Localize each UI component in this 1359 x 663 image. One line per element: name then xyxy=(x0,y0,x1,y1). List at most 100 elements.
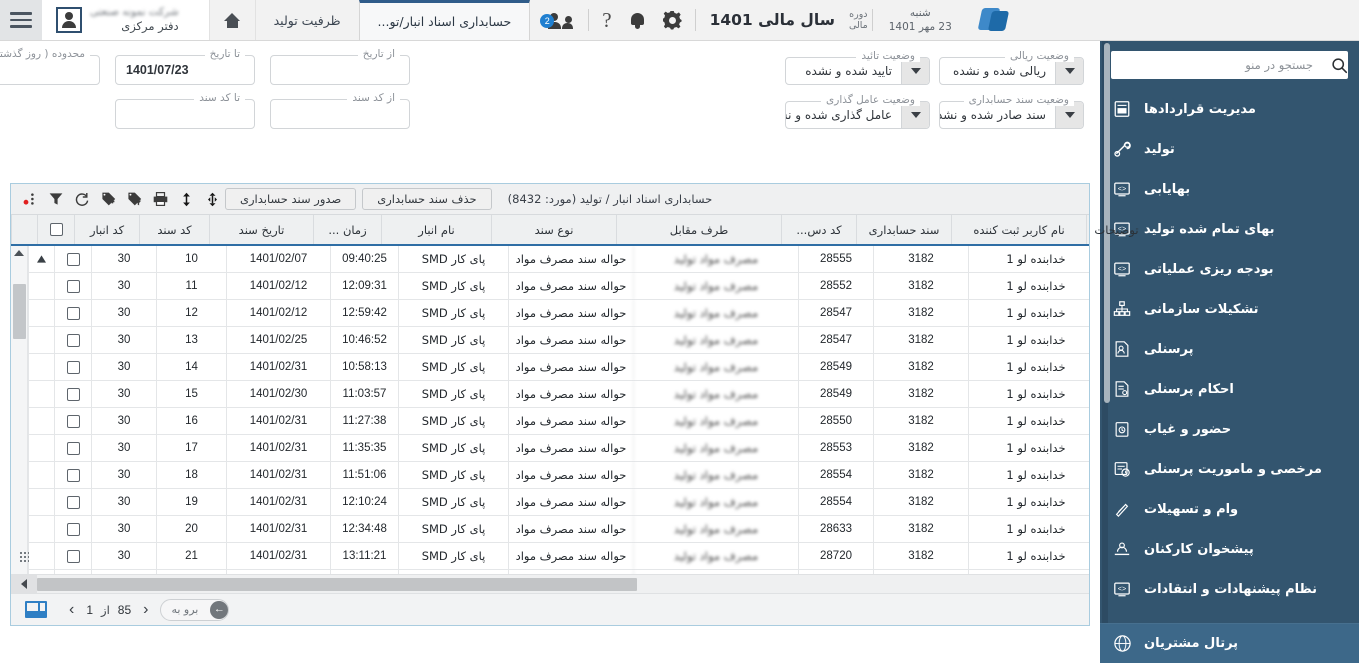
sidebar-item-suggestions[interactable]: <> نظام پیشنهادات و انتقادات xyxy=(1100,569,1359,609)
grid-header-taraf-moghabel[interactable]: طرف مقابل xyxy=(616,215,781,244)
grid-header-kod-das[interactable]: کد دس... xyxy=(781,215,856,244)
table-row[interactable]: 30 10 1401/02/07 09:40:25 پای کار SMD حواله س… xyxy=(28,246,1089,273)
row-select-checkbox-cell[interactable] xyxy=(54,300,91,326)
sidebar-search[interactable] xyxy=(1111,51,1348,79)
goto-page-control[interactable]: برو به ← xyxy=(160,598,230,621)
filter-doccode-to[interactable]: تا کد سند xyxy=(115,92,255,129)
row-select-checkbox[interactable] xyxy=(66,387,80,401)
row-select-checkbox-cell[interactable] xyxy=(54,273,91,299)
filter-accounting-doc-status[interactable]: وضعیت سند حسابداری سند صادر شده و نشده xyxy=(939,94,1084,129)
grid-header-nam-anbar[interactable]: نام انبار xyxy=(381,215,491,244)
home-tab[interactable] xyxy=(208,0,255,40)
bell-icon[interactable] xyxy=(621,12,654,29)
goto-button[interactable]: ← xyxy=(210,600,229,619)
row-select-checkbox-cell[interactable] xyxy=(54,381,91,407)
table-row[interactable]: 30 20 1401/02/31 12:34:48 پای کار SMD حواله س… xyxy=(28,516,1089,543)
grid-horizontal-scrollbar-thumb[interactable] xyxy=(37,577,637,591)
grid-horizontal-scrollbar[interactable] xyxy=(11,574,1089,594)
filter-doccode-from[interactable]: از کد سند xyxy=(270,92,410,129)
row-select-checkbox[interactable] xyxy=(66,333,80,347)
sidebar-item-loans[interactable]: وام و تسهیلات xyxy=(1100,489,1359,529)
sidebar-item-contracts[interactable]: مدیریت قراردادها xyxy=(1100,89,1359,129)
row-select-checkbox-cell[interactable] xyxy=(54,327,91,353)
user-account-area[interactable]: شرکت نمونه صنعتی دفتر مرکزی xyxy=(42,0,189,40)
grid-header-tozihat[interactable]: توضیحات xyxy=(1086,215,1146,244)
sidebar-item-employee-desk[interactable]: پیشخوان کارکنان xyxy=(1100,529,1359,569)
filter-approval-status[interactable]: وضعیت تائید تایید شده و نشده xyxy=(785,50,930,85)
sidebar-item-personnel-decrees[interactable]: احکام پرسنلی xyxy=(1100,369,1359,409)
sidebar-item-product-cost[interactable]: <> بهای تمام شده تولید xyxy=(1100,209,1359,249)
table-row[interactable]: 30 18 1401/02/31 11:51:06 پای کار SMD حواله س… xyxy=(28,462,1089,489)
sidebar-scrollbar-thumb[interactable] xyxy=(1104,43,1110,403)
filter-range-days[interactable]: محدوده ( روز گذشته ) xyxy=(0,48,100,85)
filter-funnel-icon[interactable] xyxy=(43,186,69,212)
sidebar-item-customer-portal[interactable]: پرتال مشتریان xyxy=(1100,623,1359,663)
chevron-down-icon[interactable] xyxy=(1055,102,1083,128)
refresh-icon[interactable] xyxy=(69,186,95,212)
row-select-checkbox-cell[interactable] xyxy=(54,354,91,380)
row-select-checkbox-cell[interactable] xyxy=(54,516,91,542)
filter-rial-status[interactable]: وضعیت ریالی ریالی شده و نشده xyxy=(939,50,1084,85)
app-logo[interactable] xyxy=(964,8,1020,32)
row-select-checkbox[interactable] xyxy=(66,549,80,563)
issue-accounting-doc-button[interactable]: صدور سند حسابداری xyxy=(225,188,357,210)
row-select-checkbox[interactable] xyxy=(66,279,80,293)
row-select-checkbox[interactable] xyxy=(66,414,80,428)
row-select-checkbox-cell[interactable] xyxy=(19,543,91,569)
sidebar-item-costing[interactable]: <> بهایابی xyxy=(1100,169,1359,209)
table-row[interactable]: 30 11 1401/02/12 12:09:31 پای کار SMD حواله س… xyxy=(28,273,1089,300)
grid-header-sanad-hesabdari[interactable]: سند حسابداری xyxy=(856,215,951,244)
sidebar-item-personnel[interactable]: پرسنلی xyxy=(1100,329,1359,369)
filter-date-to[interactable]: تا تاریخ 1401/07/23 xyxy=(115,48,255,85)
grid-header-nam-karbar[interactable]: نام کاربر ثبت کننده xyxy=(951,215,1086,244)
grid-header-zaman[interactable]: زمان ... xyxy=(313,215,381,244)
table-row[interactable]: 30 15 1401/02/30 11:03:57 پای کار SMD حواله س… xyxy=(28,381,1089,408)
tab-warehouse-accounting[interactable]: حسابداری اسناد انبار/تو... xyxy=(358,0,531,40)
sidebar-scrollbar-track[interactable] xyxy=(1102,41,1110,623)
filter-date-to-value[interactable]: 1401/07/23 xyxy=(126,63,189,77)
row-select-checkbox[interactable] xyxy=(66,360,80,374)
row-select-checkbox-cell[interactable] xyxy=(54,408,91,434)
row-select-checkbox[interactable] xyxy=(66,306,80,320)
chevron-down-icon[interactable] xyxy=(901,58,929,84)
grid-header-kod-anbar[interactable]: کد انبار xyxy=(74,215,139,244)
row-select-checkbox-cell[interactable] xyxy=(54,435,91,461)
scroll-up-arrow-icon[interactable] xyxy=(14,250,24,256)
filter-factor-status[interactable]: وضعیت عامل گذاری عامل گذاری شده و نشده xyxy=(785,94,930,129)
row-select-checkbox[interactable] xyxy=(66,441,80,455)
sidebar-item-attendance[interactable]: حضور و غیاب xyxy=(1100,409,1359,449)
next-page-button[interactable]: › xyxy=(69,600,75,618)
row-select-checkbox[interactable] xyxy=(66,468,80,482)
grid-header-noe-sanad[interactable]: نوع سند xyxy=(491,215,616,244)
delete-accounting-doc-button[interactable]: حذف سند حسابداری xyxy=(362,188,492,210)
tag-filter-icon[interactable] xyxy=(121,186,147,212)
grid-header-tarikh-sanad[interactable]: تاریخ سند xyxy=(209,215,313,244)
row-select-checkbox[interactable] xyxy=(66,252,80,266)
sidebar-item-leave-mission[interactable]: مرخصی و ماموریت پرسنلی xyxy=(1100,449,1359,489)
grid-vertical-scrollbar[interactable] xyxy=(11,246,28,594)
sidebar-item-org-structure[interactable]: تشکیلات سازمانی xyxy=(1100,289,1359,329)
sidebar-item-budget[interactable]: <> بودجه ریزی عملیاتی xyxy=(1100,249,1359,289)
row-select-checkbox[interactable] xyxy=(66,495,80,509)
row-select-checkbox-cell[interactable] xyxy=(54,489,91,515)
scroll-left-arrow-icon[interactable] xyxy=(11,574,37,594)
people-icon[interactable]: 2 xyxy=(536,12,584,29)
grid-header-kod-sanad[interactable]: کد سند xyxy=(139,215,209,244)
tag-add-icon[interactable] xyxy=(95,186,121,212)
table-row[interactable]: 30 13 1401/02/25 10:46:52 پای کار SMD حواله س… xyxy=(28,327,1089,354)
print-icon[interactable] xyxy=(147,186,173,212)
tab-production-capacity[interactable]: ظرفیت تولید xyxy=(254,0,359,40)
row-select-checkbox[interactable] xyxy=(66,522,80,536)
prev-page-button[interactable]: ‹ xyxy=(143,600,149,618)
filter-date-from[interactable]: از تاریخ xyxy=(270,48,410,85)
table-row[interactable]: 30 16 1401/02/31 11:27:38 پای کار SMD حواله س… xyxy=(28,408,1089,435)
chevron-down-icon[interactable] xyxy=(901,102,929,128)
grid-header-select-all[interactable] xyxy=(37,215,74,244)
table-row[interactable]: 30 12 1401/02/12 12:59:42 پای کار SMD حواله س… xyxy=(28,300,1089,327)
layout-toggle-icon[interactable] xyxy=(25,601,47,618)
search-input[interactable] xyxy=(1111,52,1323,78)
record-dot-icon[interactable] xyxy=(17,186,43,212)
row-select-checkbox-cell[interactable] xyxy=(54,246,91,272)
expand-all-icon[interactable] xyxy=(173,186,199,212)
table-row[interactable]: 30 14 1401/02/31 10:58:13 پای کار SMD حواله س… xyxy=(28,354,1089,381)
